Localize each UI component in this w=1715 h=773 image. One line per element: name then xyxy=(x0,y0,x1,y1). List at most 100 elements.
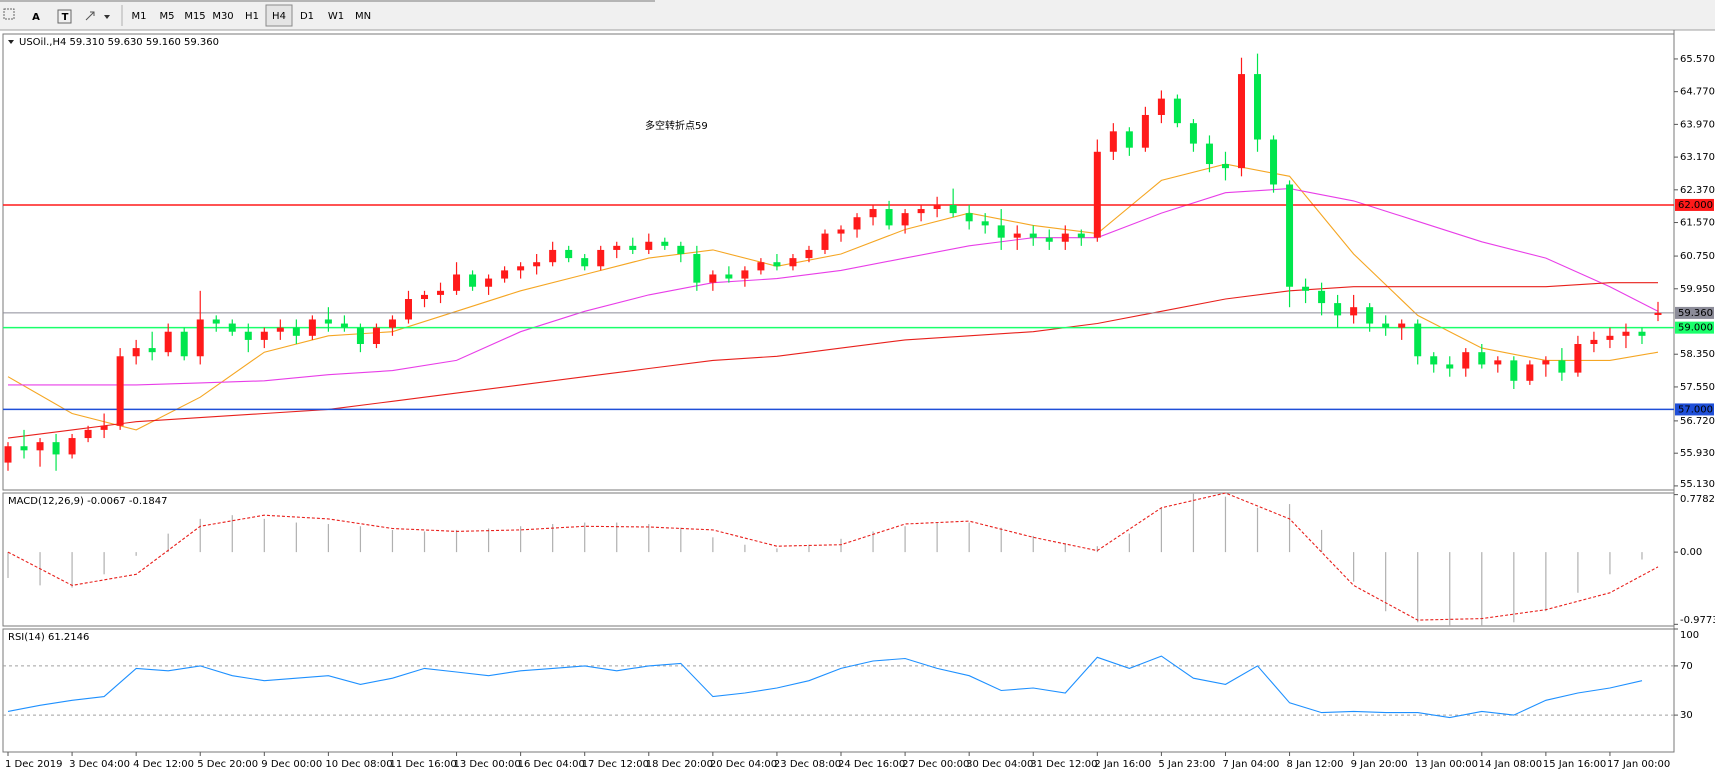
macd-bar xyxy=(71,552,73,588)
timeframe-button[interactable]: MN xyxy=(355,11,371,22)
crosshair-tool[interactable] xyxy=(3,8,15,20)
candle-body xyxy=(356,327,364,344)
candle-body xyxy=(1526,364,1534,381)
candle-body xyxy=(1398,323,1406,328)
candle-body xyxy=(1109,131,1117,152)
timeframe-button[interactable]: W1 xyxy=(328,11,344,22)
candle-body xyxy=(517,266,525,271)
x-tick-label: 9 Jan 20:00 xyxy=(1351,759,1408,770)
candle-body xyxy=(1462,352,1470,369)
candle-body xyxy=(324,319,332,324)
x-tick-label: 5 Jan 23:00 xyxy=(1158,759,1215,770)
timeframe-button[interactable]: H4 xyxy=(272,11,286,22)
macd-bar xyxy=(968,522,970,553)
candle-body xyxy=(741,270,749,279)
macd-bar xyxy=(1449,552,1451,626)
timeframe-button[interactable]: D1 xyxy=(300,11,314,22)
x-tick-label: 7 Jan 04:00 xyxy=(1222,759,1279,770)
macd-bar xyxy=(231,515,233,553)
candle-body xyxy=(645,241,653,250)
candle-body xyxy=(308,319,316,336)
candle-body xyxy=(132,348,140,357)
macd-bar xyxy=(263,518,265,553)
active-timeframe-box xyxy=(265,4,293,27)
candle-body xyxy=(853,217,861,230)
timeframe-button[interactable]: M30 xyxy=(212,11,233,22)
y-tick-label: 65.570 xyxy=(1680,54,1715,65)
y-tick-label: 55.130 xyxy=(1680,479,1715,490)
y-tick-label: 62.370 xyxy=(1680,185,1715,196)
arrows-icon xyxy=(85,11,95,21)
candle-body xyxy=(453,274,461,291)
x-tick-label: 13 Jan 00:00 xyxy=(1415,759,1478,770)
macd-signal xyxy=(7,492,1659,621)
x-tick-label: 23 Dec 08:00 xyxy=(774,759,841,770)
candle-body xyxy=(1286,184,1294,287)
candle-body xyxy=(276,327,284,332)
candle-body xyxy=(949,204,957,214)
candle-body xyxy=(1141,114,1149,148)
macd-bar xyxy=(552,524,554,553)
macd-bar xyxy=(199,518,201,553)
macd-bar xyxy=(680,527,682,553)
macd-bar xyxy=(1000,527,1002,553)
macd-bar xyxy=(1641,552,1643,560)
candle-body xyxy=(1542,360,1550,365)
candle-body xyxy=(196,319,204,357)
annotation: 多空转折点59 xyxy=(645,119,708,132)
timeframe-button[interactable]: M1 xyxy=(132,11,147,22)
y-tick-label: -0.9773 xyxy=(1680,615,1715,626)
timeframe-button[interactable]: M15 xyxy=(184,11,205,22)
candle-body xyxy=(1350,307,1358,316)
candle-body xyxy=(1061,233,1069,242)
candle-body xyxy=(1558,360,1566,373)
x-tick-label: 10 Dec 08:00 xyxy=(325,759,392,770)
candle-body xyxy=(68,438,76,455)
candle-body xyxy=(1045,237,1053,242)
label-tool[interactable]: T xyxy=(62,12,69,23)
y-tick-label: 63.170 xyxy=(1680,152,1715,163)
macd-bar xyxy=(1128,533,1130,553)
price-level-label: 62.000 xyxy=(1678,200,1713,211)
candle-body xyxy=(421,294,429,300)
candle-body xyxy=(1254,74,1262,140)
candle-body xyxy=(1638,331,1646,336)
rsi-line xyxy=(7,655,1643,719)
timeframe-button[interactable]: M5 xyxy=(160,11,175,22)
candle-body xyxy=(20,446,28,451)
candle-body xyxy=(1446,364,1454,369)
candle-body xyxy=(533,262,541,267)
y-tick-label: 30 xyxy=(1680,710,1693,721)
indicator-title: RSI(14) 61.2146 xyxy=(8,632,89,643)
candle-body xyxy=(1334,303,1342,316)
candle-body xyxy=(1157,98,1165,115)
candle-body xyxy=(404,299,412,320)
x-tick-label: 16 Dec 04:00 xyxy=(518,759,585,770)
x-tick-label: 8 Jan 12:00 xyxy=(1287,759,1344,770)
macd-bar xyxy=(1256,507,1259,553)
candle-body xyxy=(1574,343,1582,373)
candle-body xyxy=(565,249,573,259)
x-tick-label: 17 Dec 12:00 xyxy=(582,759,649,770)
timeframe-button[interactable]: H1 xyxy=(245,11,259,22)
price-level-label: 59.360 xyxy=(1678,308,1713,319)
arrows-tool[interactable] xyxy=(85,11,110,21)
macd-bar xyxy=(648,524,650,553)
candle-body xyxy=(837,229,845,234)
symbol-menu-arrow xyxy=(8,40,14,44)
macd-bar xyxy=(359,526,362,553)
candle-body xyxy=(228,323,236,332)
price-level-tag xyxy=(1675,306,1714,319)
x-tick-label: 31 Dec 12:00 xyxy=(1030,759,1097,770)
text-tool[interactable]: A xyxy=(32,12,40,23)
candle-body xyxy=(1318,290,1326,304)
y-tick-label: 59.950 xyxy=(1680,284,1715,295)
candle-body xyxy=(1173,98,1181,124)
y-tick-label: 60.750 xyxy=(1680,251,1715,262)
macd-bar xyxy=(584,522,586,553)
candle-body xyxy=(1510,360,1518,381)
candle-body xyxy=(1125,131,1133,148)
candle-body xyxy=(469,274,477,287)
